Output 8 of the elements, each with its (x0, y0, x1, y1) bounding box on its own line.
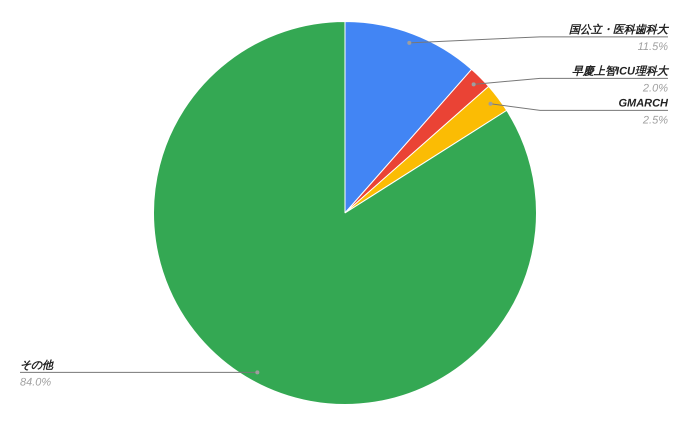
data-label: 84.0% (20, 376, 52, 388)
data-label: 11.5% (638, 40, 668, 53)
slice-label: 国公立・医科歯科大 (569, 22, 670, 36)
slice-label: GMARCH (618, 97, 670, 110)
data-label: 2.0% (642, 82, 668, 94)
data-label: 2.5% (642, 114, 668, 126)
slice-label: その他 (20, 358, 54, 372)
slice-label: 早慶上智ICU理科大 (572, 64, 670, 78)
